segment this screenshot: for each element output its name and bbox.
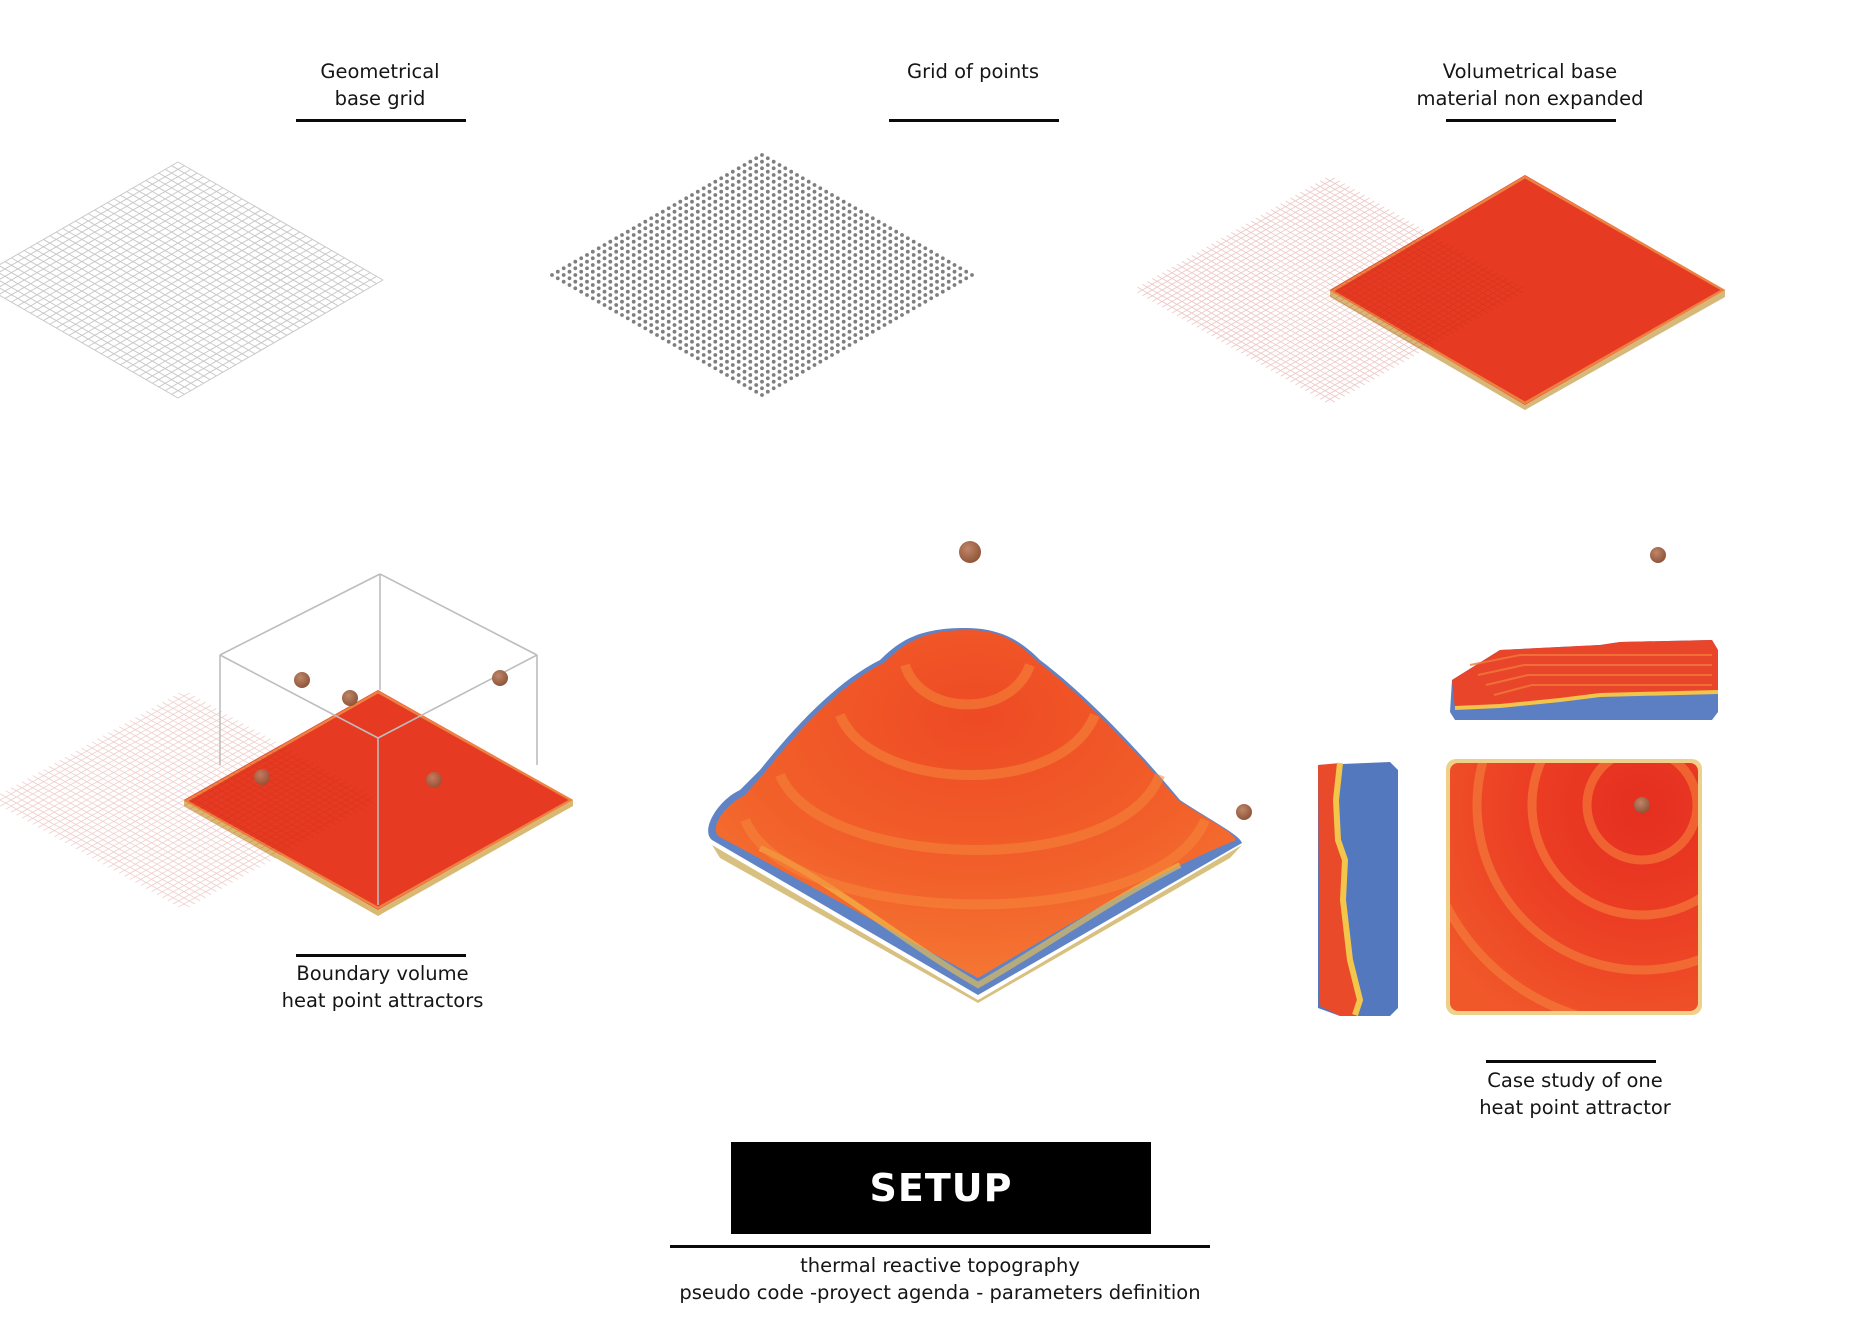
setup-title: SETUP [869, 1166, 1013, 1210]
caption-rule [296, 954, 466, 957]
heat-attractor-icon [959, 541, 981, 563]
caption-line: Geometrical [320, 60, 440, 83]
boundary-volume [0, 573, 574, 916]
footer-subtitle-line: thermal reactive topography [800, 1254, 1080, 1277]
grid-of-points [550, 153, 974, 397]
caption-line: Case study of one [1487, 1069, 1663, 1092]
caption-rule [889, 119, 1059, 122]
volumetric-slab [1137, 175, 1726, 410]
heat-attractor-icon [1236, 804, 1252, 820]
caption-case-study: Case study of one heat point attractor [1440, 1067, 1710, 1121]
caption-rule [1446, 119, 1616, 122]
caption-grid-of-points: Grid of points [843, 58, 1103, 85]
heat-attractor-icon [492, 670, 508, 686]
caption-line: Boundary volume [296, 962, 469, 985]
footer-subtitle: thermal reactive topography pseudo code … [620, 1252, 1260, 1306]
case-study-views [1318, 547, 1719, 1016]
footer-subtitle-line: pseudo code -proyect agenda - parameters… [679, 1281, 1201, 1304]
caption-rule [296, 119, 466, 122]
caption-line: heat point attractors [281, 989, 484, 1012]
heat-attractor-icon [294, 672, 310, 688]
heat-attractor-icon [426, 772, 442, 788]
caption-line: Grid of points [906, 60, 1039, 83]
geometrical-grid [0, 161, 384, 399]
heat-attractor-icon [1634, 797, 1650, 813]
caption-line: material non expanded [1416, 87, 1644, 110]
expanded-topography [708, 541, 1252, 1003]
heat-attractor-icon [342, 690, 358, 706]
caption-line: base grid [334, 87, 426, 110]
caption-boundary-volume: Boundary volume heat point attractors [250, 960, 515, 1014]
heat-attractor-icon [254, 769, 270, 785]
caption-volumetrical-base: Volumetrical base material non expanded [1380, 58, 1680, 112]
caption-geometrical-base-grid: Geometrical base grid [250, 58, 510, 112]
footer-rule [670, 1245, 1210, 1248]
caption-line: heat point attractor [1479, 1096, 1671, 1119]
heat-attractor-icon [1650, 547, 1666, 563]
setup-title-box: SETUP [731, 1142, 1151, 1234]
caption-line: Volumetrical base [1442, 60, 1618, 83]
caption-rule [1486, 1060, 1656, 1063]
